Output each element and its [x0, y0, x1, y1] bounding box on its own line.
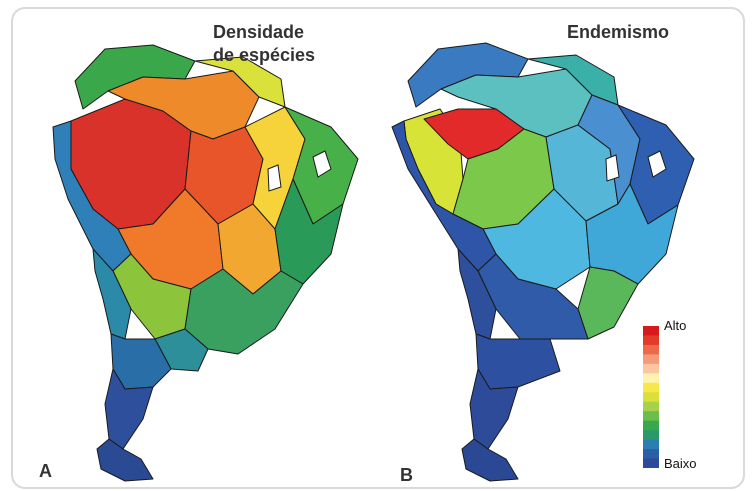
lake-marker — [605, 154, 620, 182]
legend-swatch — [643, 373, 659, 384]
panel-b: Endemismo B Alto Baixo — [378, 9, 743, 487]
legend-swatch — [643, 458, 659, 468]
map-region-tierra — [96, 438, 154, 482]
legend-swatch — [643, 439, 659, 450]
panel-a: Densidade de espécies A — [13, 9, 378, 487]
map-region-pampas — [475, 333, 561, 390]
map-region-patagonia — [104, 368, 154, 450]
lake-marker — [267, 164, 282, 192]
legend-swatch — [643, 449, 659, 460]
panel-letter: A — [39, 461, 52, 481]
endemism-map — [391, 42, 695, 482]
legend-low-label: Baixo — [664, 456, 697, 471]
legend-high-label: Alto — [664, 318, 687, 333]
legend-swatch — [643, 430, 659, 441]
legend-swatch — [643, 344, 659, 355]
legend-swatch — [643, 382, 659, 393]
legend-swatch — [643, 420, 659, 431]
legend-swatch — [643, 326, 659, 336]
panel-title: Densidade de espécies — [213, 22, 316, 65]
legend-swatch — [643, 392, 659, 403]
map-region-patagonia — [469, 368, 519, 450]
legend-swatch — [643, 335, 659, 346]
map-region-tierra — [461, 438, 519, 482]
figure-frame: Densidade de espécies A — [11, 7, 745, 489]
legend-swatch — [643, 354, 659, 365]
color-legend: Alto Baixo — [643, 316, 723, 476]
legend-swatch — [643, 363, 659, 374]
legend-swatch — [643, 411, 659, 422]
species-density-map — [52, 44, 359, 482]
legend-color-bar — [643, 326, 659, 468]
panel-letter: B — [400, 465, 413, 485]
map-region-andes-n — [391, 120, 497, 272]
lake-marker — [647, 150, 667, 178]
legend-swatch — [643, 401, 659, 412]
lake-marker — [312, 150, 332, 178]
panel-title: Endemismo — [566, 22, 670, 42]
map-region-e-coast — [585, 183, 679, 285]
